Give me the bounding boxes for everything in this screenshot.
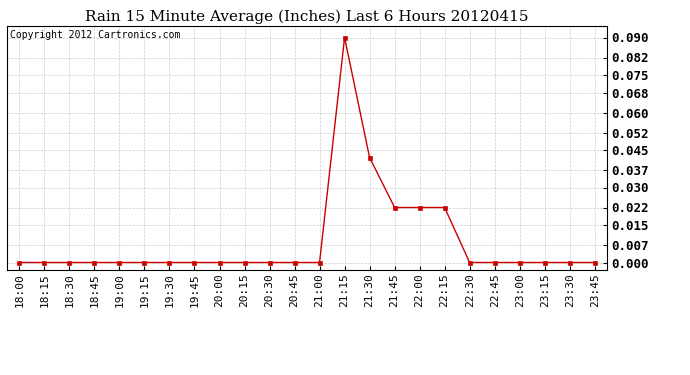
- Title: Rain 15 Minute Average (Inches) Last 6 Hours 20120415: Rain 15 Minute Average (Inches) Last 6 H…: [86, 9, 529, 24]
- Text: Copyright 2012 Cartronics.com: Copyright 2012 Cartronics.com: [10, 30, 180, 40]
